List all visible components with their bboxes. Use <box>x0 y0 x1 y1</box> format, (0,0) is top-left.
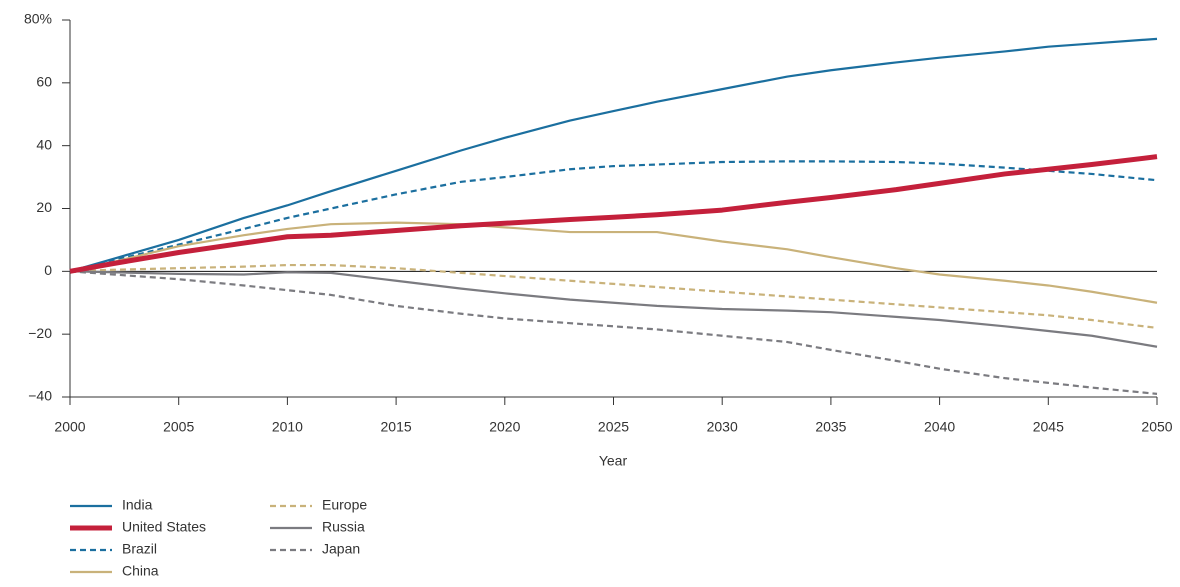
series-line <box>69 221 1158 304</box>
y-tick-label: 40 <box>36 136 52 152</box>
legend-label: United States <box>122 519 206 535</box>
legend-label: Europe <box>322 497 367 513</box>
x-tick-label: 2015 <box>381 419 412 435</box>
series-line <box>69 160 1158 273</box>
series-line <box>69 270 1158 395</box>
x-tick-label: 2050 <box>1141 419 1172 435</box>
legend-label: India <box>122 497 153 513</box>
series-line <box>69 154 1158 274</box>
y-tick-label: 20 <box>36 199 52 215</box>
legend-label: Japan <box>322 541 360 557</box>
series-line <box>69 37 1158 273</box>
x-tick-label: 2005 <box>163 419 194 435</box>
y-tick-label: −40 <box>28 388 52 404</box>
legend-label: Russia <box>322 519 365 535</box>
legend-label: China <box>122 563 159 579</box>
y-tick-label: 80% <box>24 11 52 27</box>
x-tick-label: 2040 <box>924 419 955 435</box>
x-tick-label: 2045 <box>1033 419 1064 435</box>
x-tick-label: 2035 <box>815 419 846 435</box>
x-axis-label: Year <box>599 453 628 469</box>
x-tick-label: 2000 <box>54 419 85 435</box>
y-tick-label: 60 <box>36 74 52 90</box>
legend-label: Brazil <box>122 541 157 557</box>
x-tick-label: 2020 <box>489 419 520 435</box>
y-tick-label: 0 <box>44 262 52 278</box>
y-tick-label: −20 <box>28 325 52 341</box>
series-line <box>69 263 1158 329</box>
x-tick-label: 2025 <box>598 419 629 435</box>
x-tick-label: 2010 <box>272 419 303 435</box>
series-line <box>69 270 1158 348</box>
x-tick-label: 2030 <box>707 419 738 435</box>
